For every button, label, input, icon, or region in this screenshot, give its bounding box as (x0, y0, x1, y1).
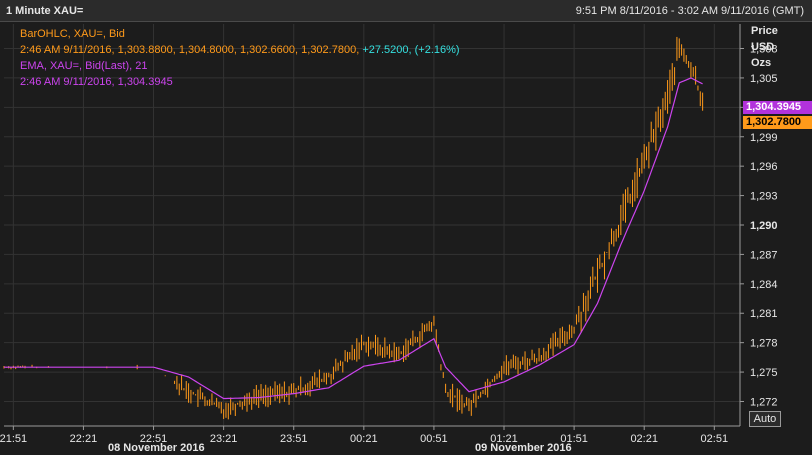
x-tick-label: 22:21 (70, 433, 98, 445)
y-tick-label: 1,299 (750, 132, 778, 144)
x-tick-label: 22:51 (140, 433, 168, 445)
y-axis-unit-weight: Ozs (751, 57, 772, 69)
price-chart[interactable]: 1,272 1,275 1,278 1,281 1,284 1,287 1,290 1,293… (0, 22, 812, 455)
x-tick-label: 00:21 (350, 433, 378, 445)
legend-ema-values: 2:46 AM 9/11/2016, 1,304.3945 (20, 76, 173, 88)
date-label-left: 08 November 2016 (108, 442, 205, 454)
legend-bar-change: +27.5200, (+2.16%) (362, 44, 460, 56)
y-axis-unit: Price USD Ozs (751, 23, 778, 71)
x-tick-label: 01:21 (490, 433, 518, 445)
y-tick-label: 1,278 (750, 338, 778, 350)
ema-last-value-tag: 1,304.3945 (743, 101, 812, 114)
y-axis-unit-currency: USD (751, 41, 775, 53)
y-tick-label: 1,305 (750, 73, 778, 85)
legend-bar-row: 2:46 AM 9/11/2016, 1,303.8800, 1,304.800… (20, 42, 460, 58)
x-tick-label: 21:51 (0, 433, 27, 445)
y-axis-unit-price: Price (751, 25, 778, 37)
x-tick-label: 02:21 (630, 433, 658, 445)
y-tick-label: 1,284 (750, 279, 778, 291)
legend-ema-name: EMA, XAU=, Bid(Last), 21 (20, 60, 148, 72)
x-tick-label: 00:51 (420, 433, 448, 445)
y-tick-label: 1,308 (750, 44, 778, 56)
x-tick-label: 01:51 (560, 433, 588, 445)
chart-time-range: 9:51 PM 8/11/2016 - 3:02 AM 9/11/2016 (G… (575, 5, 804, 17)
y-tick-label: 1,281 (750, 308, 778, 320)
chart-title: 1 Minute XAU= (6, 5, 84, 17)
y-tick-label: 1,293 (750, 191, 778, 203)
legend-bar-values: 2:46 AM 9/11/2016, 1,303.8800, 1,304.800… (20, 44, 360, 56)
legend-bar-name: BarOHLC, XAU=, Bid (20, 28, 125, 40)
x-tick-label: 23:51 (280, 433, 308, 445)
y-tick-label: 1,287 (750, 249, 778, 261)
y-tick-label: 1,275 (750, 367, 778, 379)
ema-line (4, 77, 703, 400)
y-tick-label: 1,272 (750, 396, 778, 408)
x-tick-label: 02:51 (701, 433, 729, 445)
chart-legend: BarOHLC, XAU=, Bid 2:46 AM 9/11/2016, 1,… (20, 26, 460, 90)
auto-scale-button[interactable]: Auto (749, 411, 781, 427)
date-label-right: 09 November 2016 (475, 442, 572, 454)
x-tick-label: 23:21 (210, 433, 238, 445)
y-tick-label: 1,296 (750, 161, 778, 173)
bar-last-value-tag: 1,302.7800 (743, 116, 812, 129)
y-tick-label: 1,290 (750, 220, 778, 232)
chart-title-bar: 1 Minute XAU= 9:51 PM 8/11/2016 - 3:02 A… (0, 0, 812, 22)
